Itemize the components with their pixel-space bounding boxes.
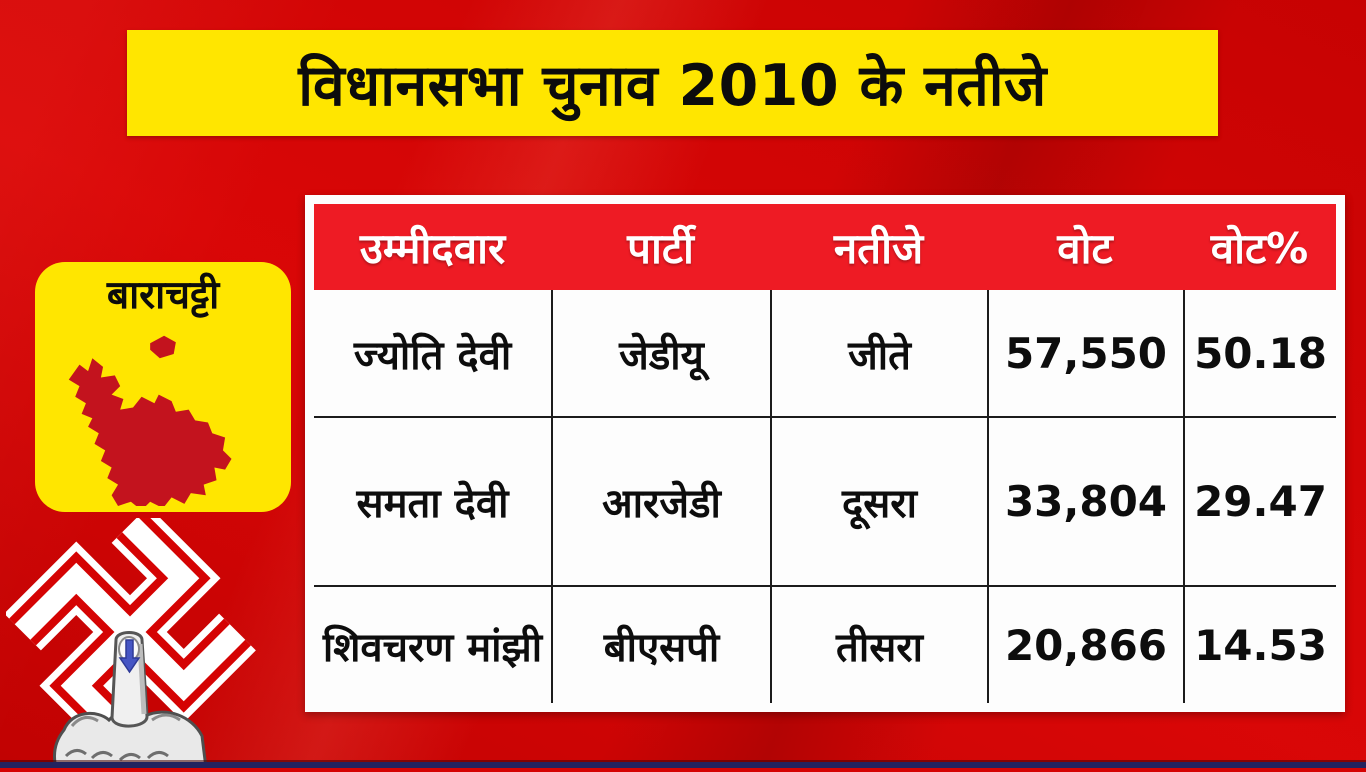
constituency-card: बाराचट्टी <box>35 262 291 512</box>
bottom-bar <box>0 762 1366 768</box>
row0-result: जीते <box>770 290 987 416</box>
row2-votes: 20,866 <box>987 585 1183 703</box>
election-symbol <box>4 506 256 770</box>
row2-votepct: 14.53 <box>1183 585 1336 703</box>
row1-votes: 33,804 <box>987 416 1183 585</box>
constituency-map-icon <box>68 335 232 506</box>
swastika-icon <box>4 506 256 758</box>
row1-candidate: समता देवी <box>314 416 551 585</box>
ink-mark-icon <box>118 639 141 674</box>
results-table: उम्मीदवार पार्टी नतीजे वोट वोट% ज्योति द… <box>305 195 1345 712</box>
row1-result: दूसरा <box>770 416 987 585</box>
col-header-votepct: वोट% <box>1183 204 1336 290</box>
constituency-name: बाराचट्टी <box>106 273 220 318</box>
row1-votepct: 29.47 <box>1183 416 1336 585</box>
row0-candidate: ज्योति देवी <box>353 332 512 379</box>
row0-votes: 57,550 <box>987 290 1183 416</box>
results-grid: उम्मीदवार पार्टी नतीजे वोट वोट% ज्योति द… <box>314 204 1336 703</box>
col-header-party: पार्टी <box>551 204 770 290</box>
col-header-votes: वोट <box>987 204 1183 290</box>
voter-finger-icon <box>52 631 208 770</box>
row2-party: बीएसपी <box>551 585 770 703</box>
row2-candidate: शिवचरण मांझी <box>314 585 551 703</box>
row0-votepct: 50.18 <box>1183 290 1336 416</box>
col-header-candidate: उम्मीदवार <box>314 204 551 290</box>
title-banner: विधानसभा चुनाव 2010 के नतीजे <box>127 30 1218 136</box>
page-title: विधानसभा चुनाव 2010 के नतीजे <box>298 53 1047 119</box>
row2-result: तीसरा <box>770 585 987 703</box>
row1-party: आरजेडी <box>551 416 770 585</box>
col-header-result: नतीजे <box>770 204 987 290</box>
row0-party: जेडीयू <box>551 290 770 416</box>
symbol-canvas <box>4 506 256 770</box>
